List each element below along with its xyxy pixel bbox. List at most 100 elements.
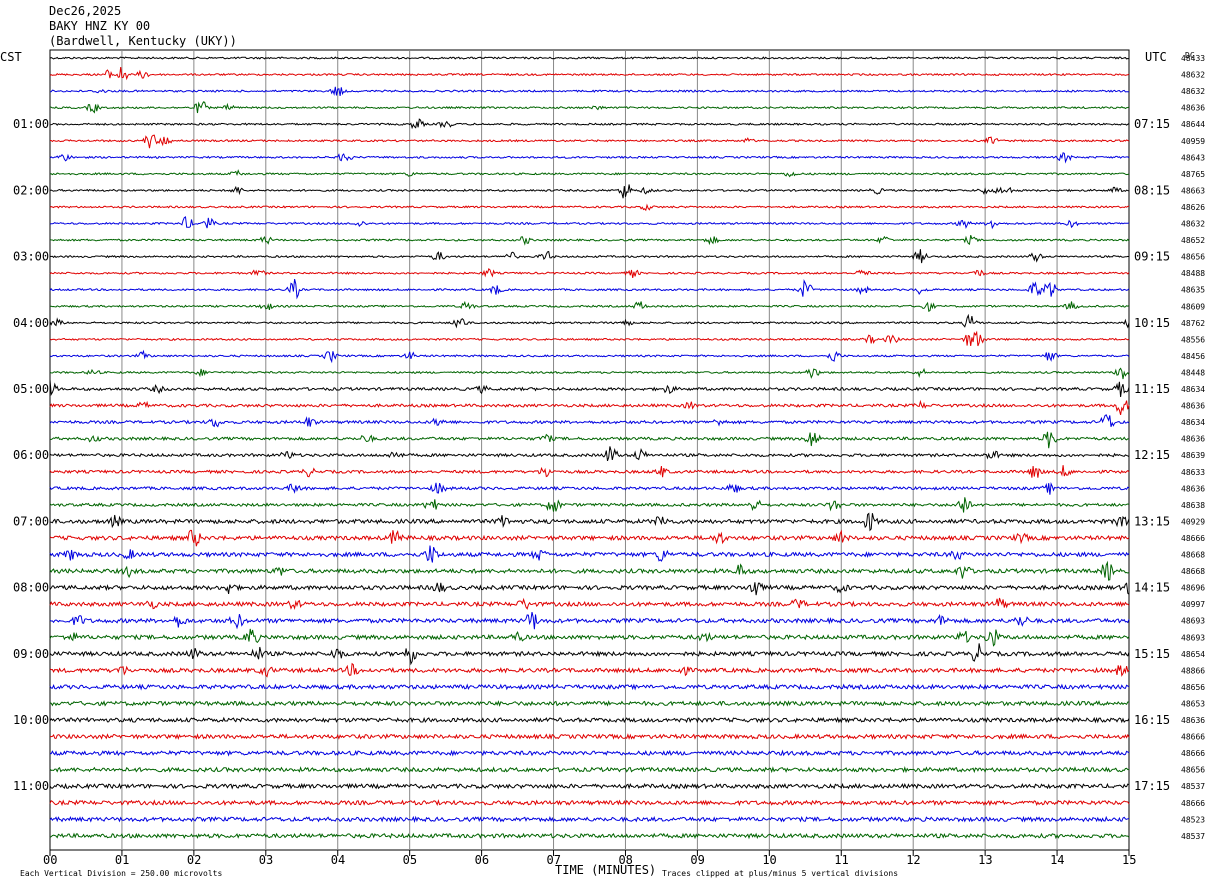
x-tick-label: 07 <box>547 853 561 867</box>
dc-offset-value: 48636 <box>1181 435 1205 444</box>
seismic-trace <box>49 86 1130 96</box>
seismic-trace <box>49 118 1130 130</box>
hour-labels: 01:00 07:15 02:00 08:15 03:00 09:15 04:00 10:15… <box>13 117 1170 793</box>
plot-frame <box>49 49 1130 851</box>
dc-offset-value: 48866 <box>1181 666 1205 675</box>
left-hour-label: 09:00 <box>13 647 49 661</box>
seismic-trace <box>50 134 1130 149</box>
dc-offset-value: 48632 <box>1181 71 1205 80</box>
right-timezone-label: UTC <box>1145 50 1167 64</box>
dc-offset-value: 48626 <box>1181 203 1205 212</box>
dc-offset-value: 48668 <box>1181 567 1205 576</box>
seismic-trace <box>49 611 1130 630</box>
left-hour-label: 07:00 <box>13 514 49 528</box>
dc-offset-value: 48696 <box>1181 584 1205 593</box>
dc-offset-value: 48456 <box>1181 352 1205 361</box>
seismic-trace <box>49 765 1130 774</box>
right-hour-label: 14:15 <box>1134 581 1170 595</box>
x-tick-label: 08 <box>618 853 632 867</box>
dc-offset-value: 48656 <box>1181 253 1205 262</box>
seismic-trace <box>49 481 1130 495</box>
seismic-trace <box>49 582 1130 596</box>
seismic-trace <box>49 431 1130 449</box>
right-hour-label: 10:15 <box>1134 316 1170 330</box>
x-tick-label: 03 <box>259 853 273 867</box>
x-tick-label: 12 <box>906 853 920 867</box>
dc-offset-value: 48762 <box>1181 319 1205 328</box>
seismic-trace <box>49 203 1130 212</box>
seismic-trace <box>49 152 1130 164</box>
dc-offset-value: 48666 <box>1181 749 1205 758</box>
seismic-trace <box>49 330 1130 347</box>
dc-offset-value: 48448 <box>1181 368 1205 377</box>
dc-offset-value: 48632 <box>1181 220 1205 229</box>
dc-offset-value: 48654 <box>1181 650 1205 659</box>
dc-offset-value: 48666 <box>1181 799 1205 808</box>
header: Dec26,2025 BAKY HNZ KY 00 (Bardwell, Ken… <box>49 4 237 48</box>
dc-offset-value: 48693 <box>1181 617 1205 626</box>
timezone-labels: CST UTC DC <box>0 50 1195 64</box>
seismic-trace <box>49 101 1130 114</box>
seismic-trace <box>49 446 1130 462</box>
right-hour-label: 15:15 <box>1134 647 1170 661</box>
dc-offset-value: 48633 <box>1181 468 1205 477</box>
seismic-trace <box>49 815 1130 824</box>
dc-offset-value: 48636 <box>1181 716 1205 725</box>
right-hour-label: 09:15 <box>1134 250 1170 264</box>
right-hour-label: 12:15 <box>1134 448 1170 462</box>
dc-offset-value: 40997 <box>1181 600 1205 609</box>
dc-offset-value: 48537 <box>1181 782 1205 791</box>
seismic-trace <box>49 716 1130 724</box>
dc-offset-value: 40959 <box>1181 137 1205 146</box>
seismic-trace <box>49 782 1130 790</box>
x-tick-label: 05 <box>403 853 417 867</box>
seismic-trace <box>49 560 1130 581</box>
x-tick-label: 09 <box>690 853 704 867</box>
dc-offset-value: 48643 <box>1181 153 1205 162</box>
minute-gridlines <box>121 50 1058 850</box>
left-hour-label: 05:00 <box>13 382 49 396</box>
x-tick-label: 04 <box>331 853 345 867</box>
seismic-trace <box>49 529 1130 547</box>
x-tick-label: 02 <box>187 853 201 867</box>
left-hour-label: 11:00 <box>13 779 49 793</box>
left-hour-label: 02:00 <box>13 183 49 197</box>
dc-offset-value: 48765 <box>1181 170 1205 179</box>
seismic-trace <box>49 643 1130 666</box>
dc-offset-value: 48635 <box>1181 286 1205 295</box>
dc-offset-value: 48693 <box>1181 633 1205 642</box>
seismic-trace <box>50 733 1130 741</box>
dc-offset-value: 48644 <box>1181 120 1205 129</box>
scale-note: Each Vertical Division = 250.00 microvol… <box>20 869 222 878</box>
seismic-trace <box>49 465 1130 478</box>
dc-offset-value: 48663 <box>1181 186 1205 195</box>
left-hour-label: 06:00 <box>13 448 49 462</box>
x-axis-ticks: 00 01 02 03 04 05 06 07 08 09 10 11 12 13 14 15 <box>43 850 1136 867</box>
seismic-trace <box>49 367 1130 380</box>
seismic-trace <box>49 545 1130 563</box>
dc-offset-value: 48668 <box>1181 551 1205 560</box>
seismic-trace <box>49 628 1130 647</box>
seismic-trace <box>49 184 1130 199</box>
seismic-trace <box>49 300 1130 313</box>
dc-offset-value: 48636 <box>1181 402 1205 411</box>
dc-label: DC <box>1185 51 1195 60</box>
right-hour-label: 11:15 <box>1134 382 1170 396</box>
dc-offset-value: 48488 <box>1181 269 1205 278</box>
seismic-trace <box>49 56 1130 60</box>
dc-offset-value: 40929 <box>1181 517 1205 526</box>
seismic-trace <box>49 799 1130 807</box>
seismic-trace <box>49 399 1130 416</box>
right-hour-label: 17:15 <box>1134 779 1170 793</box>
x-tick-label: 10 <box>762 853 776 867</box>
seismic-trace <box>49 169 1130 178</box>
dc-offset-value: 48634 <box>1181 385 1205 394</box>
header-station: BAKY HNZ KY 00 <box>49 19 150 33</box>
dc-offset-value: 48639 <box>1181 451 1205 460</box>
x-tick-label: 01 <box>115 853 129 867</box>
left-hour-label: 08:00 <box>13 581 49 595</box>
dc-offset-labels: 48433 48632 48632 48636 48644 40959 48643 48765… <box>1181 54 1205 841</box>
dc-offset-value: 48523 <box>1181 815 1205 824</box>
dc-offset-value: 48609 <box>1181 302 1205 311</box>
x-tick-label: 13 <box>978 853 992 867</box>
